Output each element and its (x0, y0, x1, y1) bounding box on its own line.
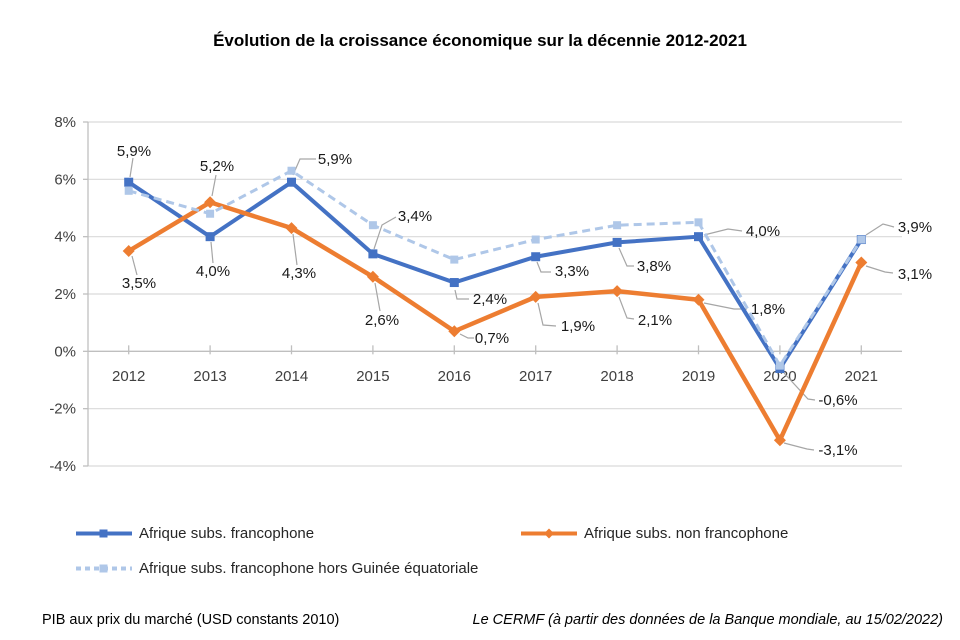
svg-text:1,9%: 1,9% (561, 318, 595, 335)
svg-text:2019: 2019 (682, 368, 715, 385)
svg-text:2016: 2016 (438, 368, 471, 385)
footnote-source-right: Le CERMF (à partir des données de la Ban… (472, 612, 943, 628)
svg-text:3,8%: 3,8% (637, 258, 671, 275)
svg-text:3,4%: 3,4% (398, 208, 432, 225)
svg-text:2,6%: 2,6% (365, 312, 399, 329)
series-data-labels-0: 5,9% 4,0% 5,9% 3,4% 2,4% 3,3% 3,8% 4,0% -0,6% 3,9… (117, 143, 932, 409)
svg-text:2020: 2020 (763, 368, 796, 385)
gridlines (88, 121, 902, 467)
svg-text:-0,6%: -0,6% (818, 392, 857, 409)
svg-text:5,9%: 5,9% (117, 143, 151, 160)
series-data-labels-1: 3,5% 5,2% 4,3% 2,6% 0,7% 1,9% 2,1% 1,8% -3,1% 3,1… (122, 158, 932, 459)
y-axis-labels: -4% -2% 0% 2% 4% 6% 8% (49, 114, 76, 475)
series-line-1 (127, 199, 864, 446)
svg-text:-3,1%: -3,1% (818, 442, 857, 459)
svg-text:3,5%: 3,5% (122, 275, 156, 292)
legend-swatch-francophone (76, 529, 132, 538)
series-line-0 (127, 179, 863, 373)
svg-text:4,3%: 4,3% (282, 265, 316, 282)
svg-text:-4%: -4% (49, 458, 76, 475)
svg-text:0,7%: 0,7% (475, 330, 509, 347)
series-line-2 (128, 168, 863, 369)
legend-item-non-francophone: Afrique subs. non francophone (520, 525, 788, 542)
series-markers-2 (124, 166, 866, 370)
svg-text:2021: 2021 (845, 368, 878, 385)
footnote-source-left: PIB aux prix du marché (USD constants 20… (42, 612, 340, 628)
svg-text:6%: 6% (54, 171, 76, 188)
legend-label-francophone-hors-guinee: Afrique subs. francophone hors Guinée éq… (139, 560, 479, 577)
chart-title: Évolution de la croissance économique su… (213, 31, 747, 50)
svg-text:1,8%: 1,8% (751, 301, 785, 318)
svg-text:4%: 4% (54, 229, 76, 246)
series-markers-1 (122, 196, 868, 447)
legend-item-francophone-hors-guinee: Afrique subs. francophone hors Guinée éq… (75, 560, 478, 577)
svg-text:2,4%: 2,4% (473, 291, 507, 308)
label-leader-lines (129, 157, 895, 451)
svg-text:-2%: -2% (49, 401, 76, 418)
svg-text:4,0%: 4,0% (196, 263, 230, 280)
svg-text:2015: 2015 (356, 368, 389, 385)
x-axis-labels: 2012 2013 2014 2015 2016 2017 2018 2019 2020 2021 (112, 368, 878, 385)
svg-text:5,9%: 5,9% (318, 151, 352, 168)
svg-text:3,3%: 3,3% (555, 263, 589, 280)
svg-text:3,1%: 3,1% (898, 266, 932, 283)
svg-text:5,2%: 5,2% (200, 158, 234, 175)
svg-text:2017: 2017 (519, 368, 552, 385)
svg-text:2%: 2% (54, 286, 76, 303)
legend-swatch-non-francophone (521, 528, 577, 539)
svg-text:2013: 2013 (193, 368, 226, 385)
legend-label-francophone: Afrique subs. francophone (139, 525, 315, 542)
svg-text:0%: 0% (54, 343, 76, 360)
svg-text:2,1%: 2,1% (638, 312, 672, 329)
svg-text:2012: 2012 (112, 368, 145, 385)
svg-text:2014: 2014 (275, 368, 308, 385)
svg-text:4,0%: 4,0% (746, 223, 780, 240)
svg-text:2018: 2018 (600, 368, 633, 385)
svg-text:8%: 8% (54, 114, 76, 131)
axes (83, 121, 902, 467)
svg-text:3,9%: 3,9% (898, 219, 932, 236)
legend-swatch-francophone-hors-guinee (76, 564, 132, 573)
legend-label-non-francophone: Afrique subs. non francophone (584, 525, 789, 542)
legend-item-francophone: Afrique subs. francophone (75, 525, 314, 542)
